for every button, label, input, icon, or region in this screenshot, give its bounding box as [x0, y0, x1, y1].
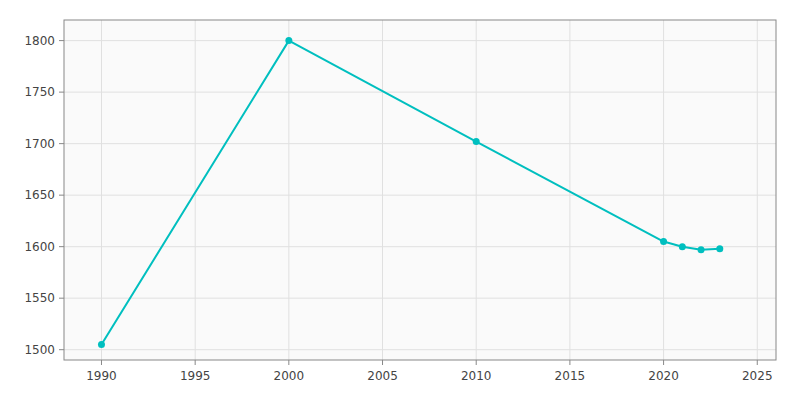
- y-tick-label: 1600: [24, 240, 55, 254]
- x-tick: [101, 360, 102, 365]
- y-tick: [59, 298, 64, 299]
- x-tick-label: 2000: [274, 369, 305, 383]
- x-tick-label: 1995: [180, 369, 211, 383]
- x-grid-line: [663, 20, 664, 360]
- x-grid-line: [757, 20, 758, 360]
- x-grid-line: [195, 20, 196, 360]
- x-tick-label: 2010: [461, 369, 492, 383]
- y-grid-line: [64, 246, 776, 247]
- y-grid-line: [64, 298, 776, 299]
- marker: [473, 138, 480, 145]
- y-tick: [59, 195, 64, 196]
- chart-container: 1990 1995 2000 2005 2010 2015 2020 2025 1500 1550…: [0, 0, 800, 400]
- x-grid-line: [476, 20, 477, 360]
- y-grid-line: [64, 349, 776, 350]
- x-grid-line: [101, 20, 102, 360]
- marker: [698, 246, 705, 253]
- y-tick-label: 1650: [24, 188, 55, 202]
- y-tick-label: 1750: [24, 85, 55, 99]
- y-grid-line: [64, 195, 776, 196]
- y-tick-label: 1800: [24, 34, 55, 48]
- x-grid-line: [288, 20, 289, 360]
- marker: [98, 341, 105, 348]
- y-tick: [59, 349, 64, 350]
- marker: [716, 245, 723, 252]
- y-tick-label: 1700: [24, 137, 55, 151]
- x-tick-label: 1990: [86, 369, 117, 383]
- x-tick: [757, 360, 758, 365]
- x-grid-line: [382, 20, 383, 360]
- y-tick: [59, 143, 64, 144]
- marker: [285, 37, 292, 44]
- line: [101, 41, 719, 345]
- x-tick: [195, 360, 196, 365]
- tick-labels: 1990 1995 2000 2005 2010 2015 2020 2025 1500 1550…: [24, 34, 772, 383]
- y-tick: [59, 92, 64, 93]
- x-tick: [382, 360, 383, 365]
- x-tick: [569, 360, 570, 365]
- x-tick: [288, 360, 289, 365]
- y-grid-line: [64, 40, 776, 41]
- x-tick-label: 2025: [742, 369, 773, 383]
- x-tick-label: 2015: [555, 369, 586, 383]
- chart-svg: 1990 1995 2000 2005 2010 2015 2020 2025 1500 1550…: [0, 0, 800, 400]
- y-tick: [59, 246, 64, 247]
- x-tick-label: 2020: [648, 369, 679, 383]
- y-grid-line: [64, 92, 776, 93]
- x-tick: [476, 360, 477, 365]
- x-tick: [663, 360, 664, 365]
- marker: [660, 238, 667, 245]
- plot-frame: [64, 20, 776, 360]
- y-grid-line: [64, 143, 776, 144]
- data-layer: [98, 37, 723, 348]
- y-tick-label: 1500: [24, 343, 55, 357]
- x-grid-line: [569, 20, 570, 360]
- grid: [59, 20, 776, 365]
- marker: [679, 243, 686, 250]
- plot-background: [64, 20, 776, 360]
- x-tick-label: 2005: [367, 369, 398, 383]
- y-tick-label: 1550: [24, 291, 55, 305]
- y-tick: [59, 40, 64, 41]
